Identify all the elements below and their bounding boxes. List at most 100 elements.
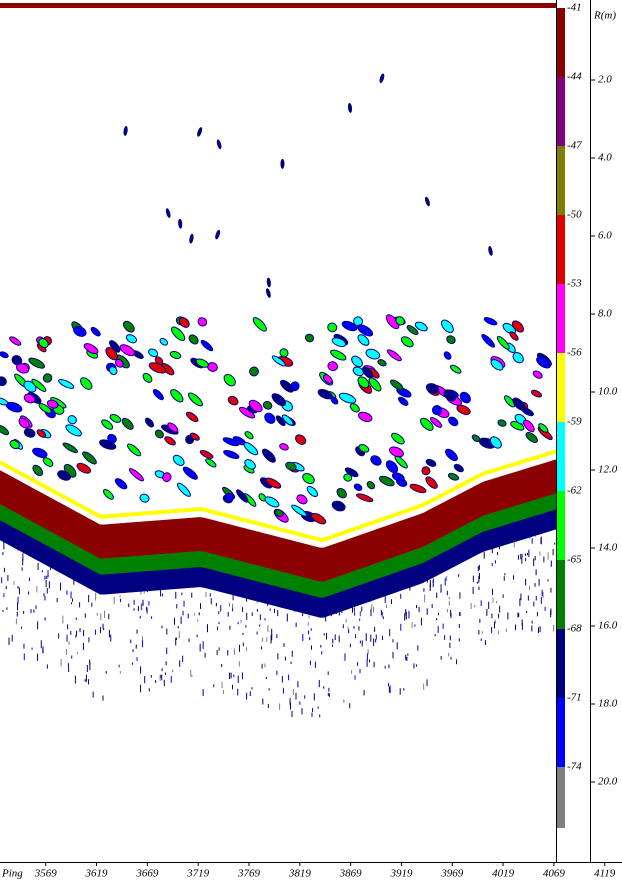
- echo-target: [280, 379, 294, 393]
- echo-target: [32, 447, 48, 458]
- colorbar-segment: [557, 422, 565, 491]
- x-tick-label: 3819: [288, 868, 312, 880]
- echo-target: [483, 317, 498, 326]
- echo-target: [139, 493, 150, 503]
- echo-target: [489, 436, 502, 449]
- colorbar-segment: [557, 284, 565, 353]
- echo-target: [11, 355, 23, 366]
- echo-target: [385, 460, 399, 474]
- colorbar-label: -56: [567, 347, 582, 359]
- echo-target: [171, 326, 186, 342]
- echo-target: [244, 431, 254, 440]
- echo-target: [105, 347, 118, 361]
- echo-target: [274, 508, 284, 518]
- echo-target: [275, 415, 286, 427]
- echo-target: [502, 322, 517, 335]
- echo-target: [244, 459, 256, 470]
- colorbar-label: -59: [567, 416, 582, 428]
- echo-target: [42, 373, 53, 383]
- echo-target: [390, 379, 404, 391]
- echo-target: [58, 379, 75, 389]
- colorbar-label: -71: [567, 692, 582, 704]
- echo-target: [16, 363, 30, 374]
- x-tick-label: 3669: [135, 868, 159, 880]
- echo-target: [304, 333, 315, 343]
- echo-target: [185, 411, 199, 423]
- echo-target: [446, 335, 456, 345]
- echo-target: [352, 366, 364, 377]
- echo-target: [330, 349, 347, 361]
- echo-target: [441, 319, 454, 334]
- echo-target: [23, 393, 36, 404]
- echo-target: [177, 482, 191, 497]
- echo-target: [341, 320, 358, 332]
- echo-target: [349, 403, 360, 413]
- echo-target: [165, 208, 171, 218]
- echo-target: [101, 419, 114, 430]
- echo-target: [351, 355, 363, 368]
- echo-target: [531, 389, 543, 398]
- echo-target: [395, 316, 405, 326]
- bottom-echo: [0, 481, 556, 598]
- echo-target: [119, 344, 136, 357]
- echo-target: [497, 419, 507, 427]
- echo-target: [197, 317, 208, 327]
- echo-target: [82, 451, 97, 465]
- echo-target: [216, 139, 222, 150]
- echo-target: [347, 102, 353, 113]
- echo-target: [447, 472, 459, 481]
- surface-band: [0, 3, 556, 8]
- x-tick-label: 3869: [339, 868, 363, 880]
- echo-target: [356, 493, 374, 503]
- echo-target: [504, 395, 516, 408]
- echo-target: [331, 337, 347, 348]
- colorbar-label: -65: [567, 554, 582, 566]
- x-tick-label: 3719: [186, 868, 210, 880]
- echo-target: [195, 358, 209, 368]
- echo-target: [443, 351, 452, 360]
- echo-target: [122, 320, 135, 333]
- x-tick-label: 4069: [543, 868, 566, 880]
- echo-target: [453, 463, 464, 473]
- echo-target: [445, 448, 458, 462]
- colorbar-segment: [557, 353, 565, 422]
- echo-target: [23, 428, 36, 438]
- echo-target: [264, 412, 276, 424]
- bottom-line: [0, 448, 560, 543]
- x-axis-label: Ping: [1, 868, 23, 880]
- echo-target: [281, 414, 294, 426]
- echo-target: [144, 417, 154, 428]
- echo-target: [291, 504, 307, 517]
- echo-target: [36, 429, 47, 438]
- echo-target: [187, 392, 203, 407]
- echo-target: [164, 436, 176, 446]
- echo-target: [449, 364, 462, 374]
- colorbar-label: -53: [567, 278, 582, 290]
- echo-target: [490, 359, 504, 371]
- echo-target: [456, 404, 471, 415]
- echo-target: [536, 356, 552, 369]
- echo-target: [32, 464, 44, 477]
- echo-target: [128, 468, 145, 482]
- echo-target: [0, 397, 9, 406]
- echo-target: [285, 461, 297, 471]
- echo-target: [108, 366, 118, 376]
- echo-target: [38, 403, 52, 414]
- echo-target: [378, 475, 395, 487]
- echo-target: [280, 158, 285, 169]
- echo-target: [358, 444, 370, 453]
- x-tick-label: 3769: [237, 868, 261, 880]
- echo-target: [249, 366, 259, 377]
- echo-target: [223, 373, 236, 387]
- echo-target: [343, 473, 353, 482]
- x-tick-label: 4019: [492, 868, 515, 880]
- y-tick-label: 8.0: [598, 308, 612, 320]
- echo-target: [357, 376, 370, 389]
- echo-target: [338, 392, 357, 404]
- echo-target: [182, 466, 198, 480]
- echo-target: [227, 395, 239, 406]
- echo-target: [114, 358, 124, 368]
- echo-target: [370, 455, 382, 466]
- echo-target: [159, 337, 169, 346]
- echo-target: [336, 487, 347, 499]
